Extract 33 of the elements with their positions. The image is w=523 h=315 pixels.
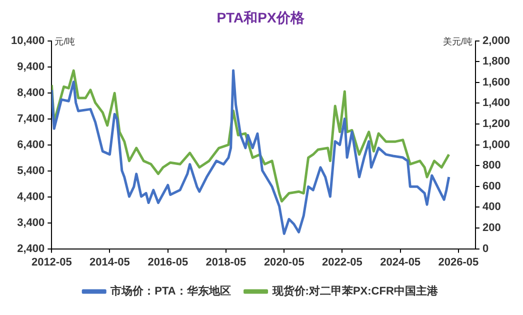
x-tick-label: 2016-05 bbox=[148, 256, 188, 268]
y-tick-label: 9,400 bbox=[17, 60, 45, 73]
y-tick-label: 4,400 bbox=[17, 190, 45, 203]
legend-label: 市场价：PTA：华东地区 bbox=[110, 284, 231, 298]
y-tick-label: 8,400 bbox=[17, 86, 45, 99]
x-tick-label: 2014-05 bbox=[90, 256, 130, 268]
y2-tick-label: 1,000 bbox=[482, 138, 510, 151]
y2-tick-label: 1,200 bbox=[482, 118, 510, 130]
x-tick-label: 2026-05 bbox=[438, 256, 479, 268]
y2-tick-label: 1,600 bbox=[482, 76, 510, 88]
y2-tick-label: 200 bbox=[482, 222, 501, 234]
y2-axis-title: 美元/吨 bbox=[442, 36, 472, 46]
x-tick-label: 2022-05 bbox=[322, 256, 362, 268]
x-tick-label: 2020-05 bbox=[264, 256, 304, 268]
x-tick-label: 2018-05 bbox=[206, 256, 246, 268]
legend-label: 现货价:对二甲苯PX:CFR中国主港 bbox=[271, 284, 439, 298]
y-tick-label: 6,400 bbox=[17, 138, 45, 151]
y2-tick-label: 1,400 bbox=[482, 97, 510, 110]
y-tick-label: 2,400 bbox=[17, 242, 45, 255]
y2-tick-label: 400 bbox=[482, 201, 501, 214]
y2-tick-label: 600 bbox=[482, 180, 501, 192]
y2-tick-label: 1,800 bbox=[482, 56, 510, 68]
y-tick-label: 7,400 bbox=[17, 112, 45, 125]
y2-tick-label: 2,000 bbox=[482, 34, 510, 47]
x-tick-label: 2012-05 bbox=[31, 256, 72, 268]
y-tick-label: 10,400 bbox=[10, 34, 45, 47]
chart-title: PTA和PX价格 bbox=[216, 9, 306, 26]
y2-tick-label: 0 bbox=[482, 242, 489, 255]
x-tick-label: 2024-05 bbox=[380, 256, 421, 268]
y-tick-label: 3,400 bbox=[17, 216, 45, 229]
y-tick-label: 5,400 bbox=[17, 164, 45, 177]
y-axis-title: 元/吨 bbox=[54, 36, 76, 46]
y2-tick-label: 800 bbox=[482, 160, 501, 172]
